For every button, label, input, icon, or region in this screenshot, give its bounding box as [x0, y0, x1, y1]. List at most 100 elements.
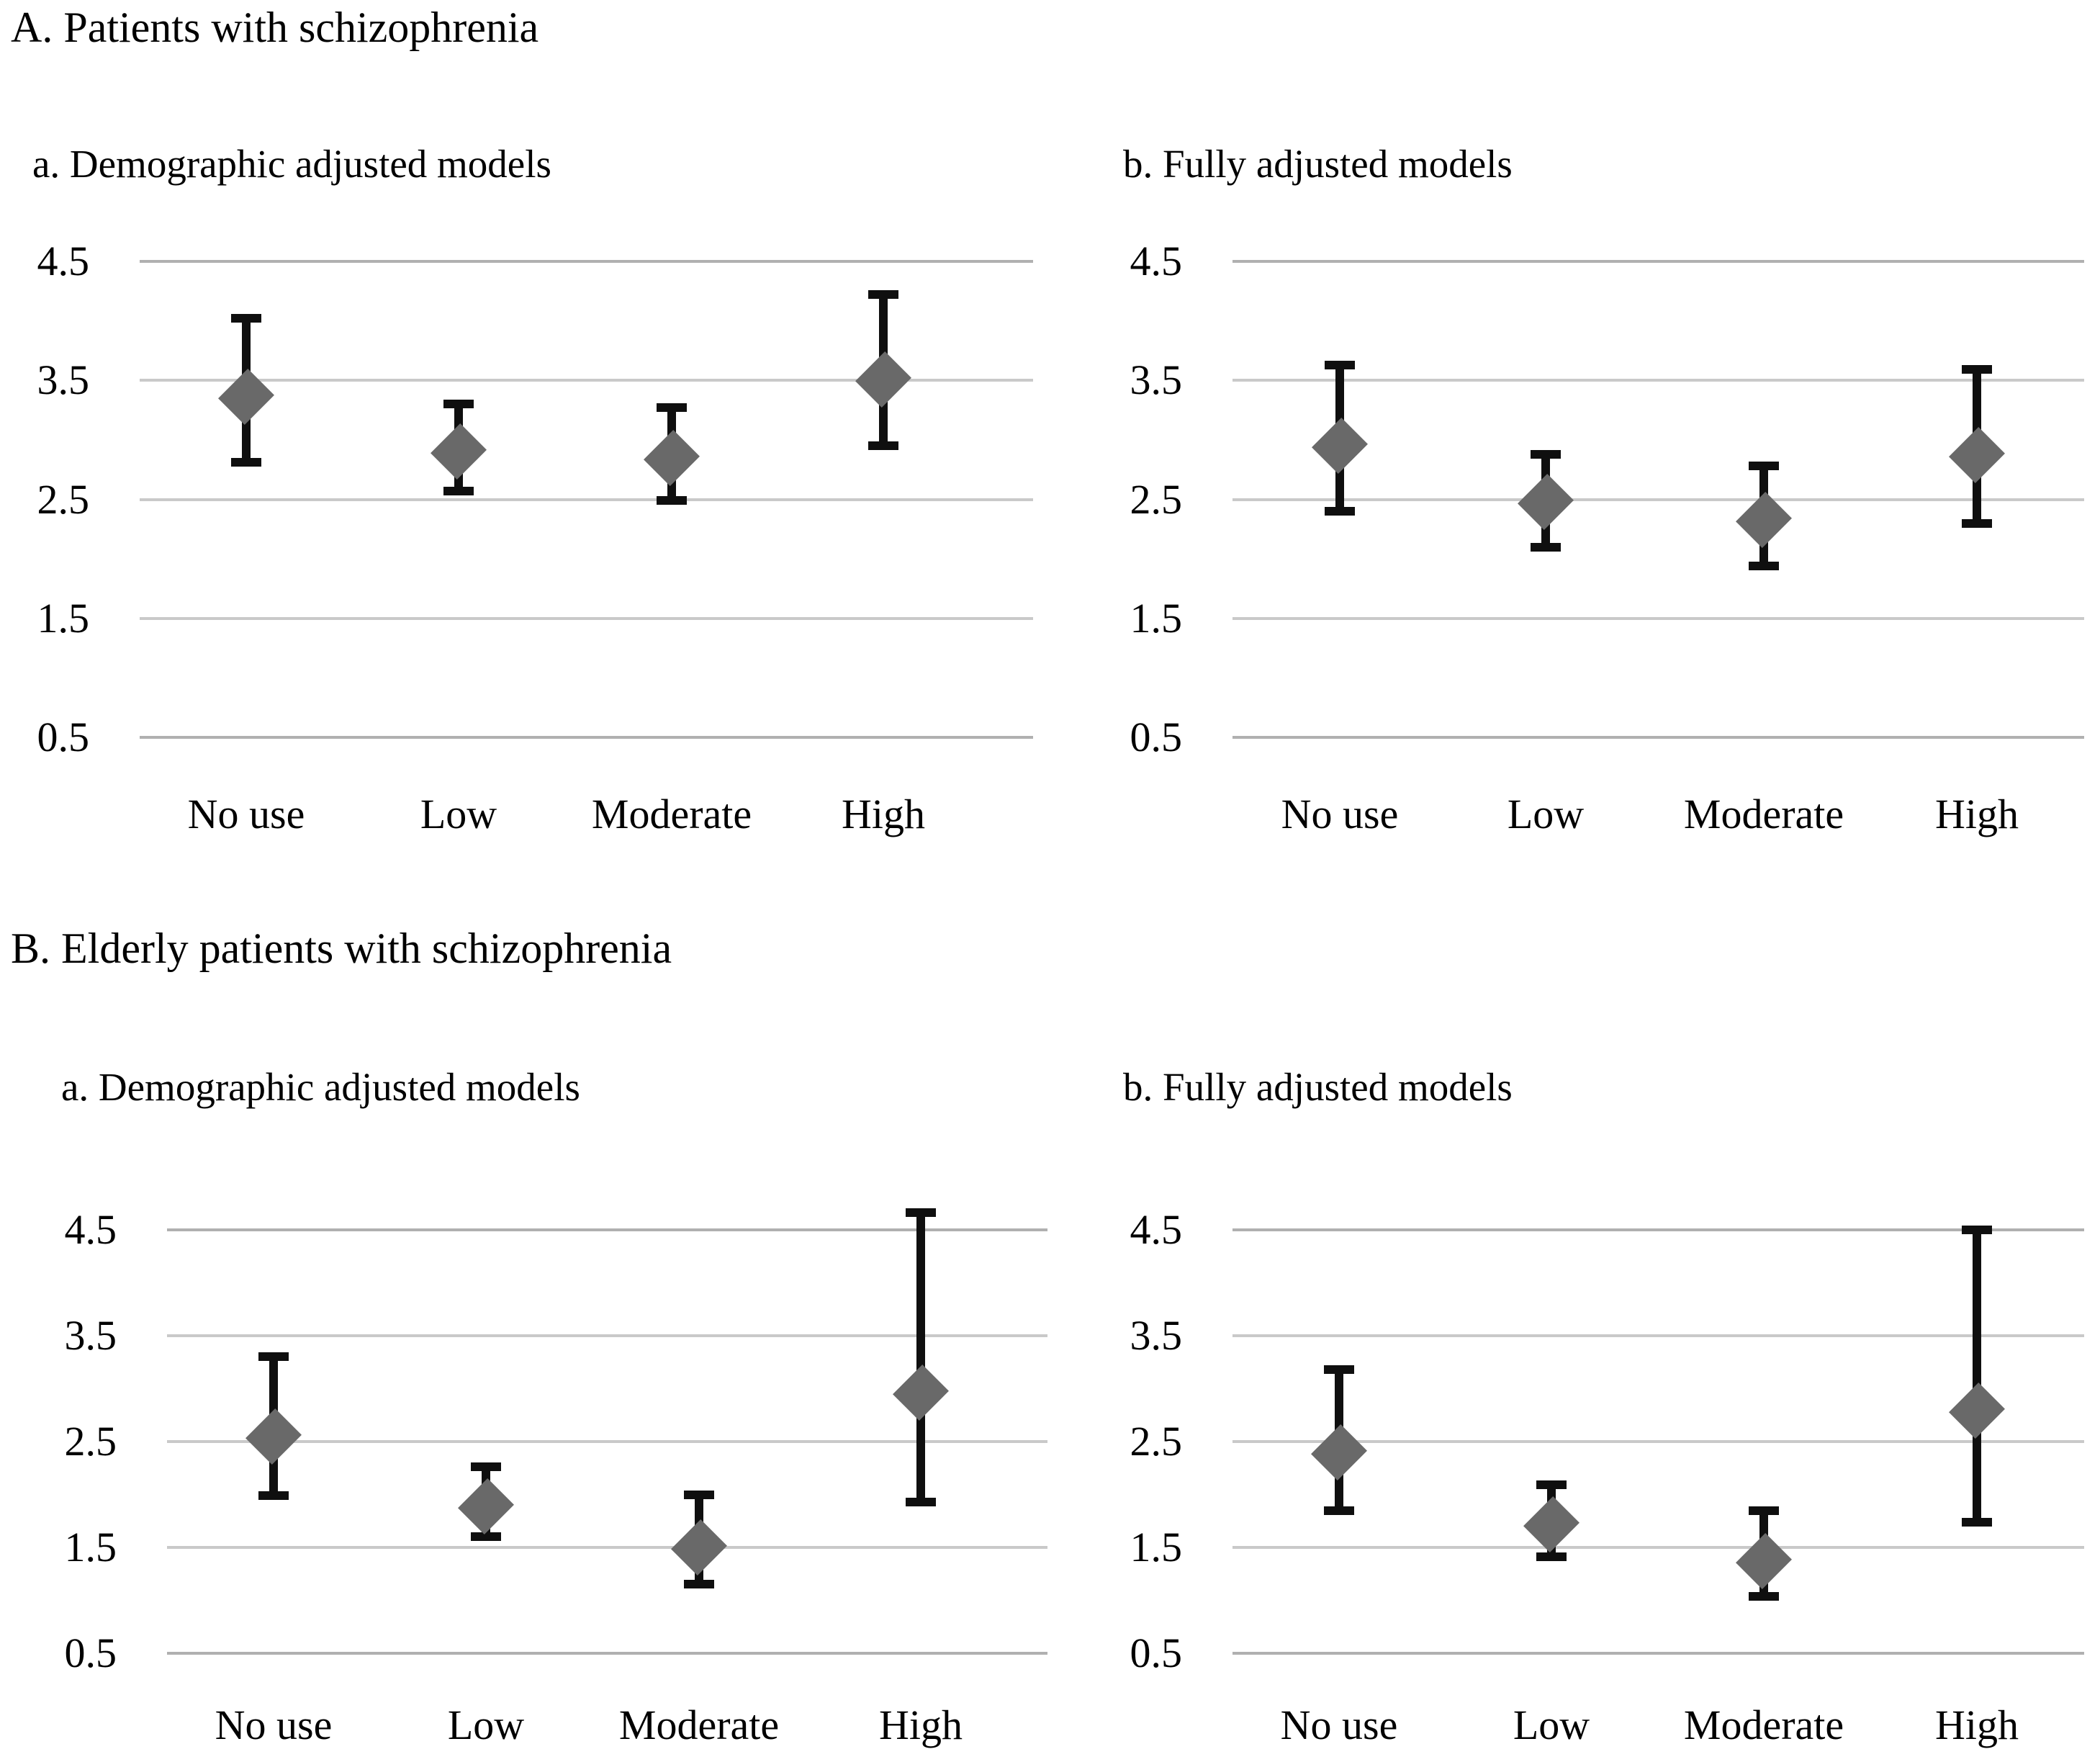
error-bar-cap-upper — [1962, 365, 1992, 374]
y-axis-tick-label: 3.5 — [64, 1312, 117, 1359]
x-axis-category-label: No use — [187, 791, 305, 837]
y-axis-tick-label: 4.5 — [64, 1206, 117, 1253]
error-bar-cap-upper — [868, 290, 898, 300]
gridline-1.5 — [1232, 616, 2084, 620]
gridline-2.5 — [167, 1440, 1047, 1443]
x-axis-category-label: High — [1935, 1702, 2019, 1748]
data-point-diamond — [1311, 1424, 1367, 1480]
error-bar-cap-lower — [471, 1532, 501, 1542]
error-bar-cap-lower — [443, 486, 474, 495]
x-axis-category-label: Low — [1507, 791, 1585, 837]
gridline-3.5 — [1232, 1334, 2084, 1337]
x-axis-category-label: No use — [1281, 791, 1399, 837]
panel-b-demographic-plot: 4.5 3.5 2.5 1.5 0.5 No use Low Moderate High — [65, 1208, 1047, 1748]
error-bar-cap-upper — [443, 400, 474, 409]
data-point-diamond — [1518, 473, 1574, 530]
y-axis-tick-label: 0.5 — [37, 714, 90, 760]
error-bar-cap-upper — [1749, 1506, 1779, 1515]
y-axis-tick-label: 0.5 — [64, 1630, 117, 1676]
error-bar-cap-upper — [657, 403, 687, 413]
error-bar-cap-lower — [906, 1497, 936, 1506]
gridline-0.5 — [140, 736, 1033, 739]
error-bar-cap-upper — [684, 1490, 714, 1499]
x-axis-category-label: No use — [1280, 1702, 1398, 1748]
panel-b-fully-adjusted-plot: 4.5 3.5 2.5 1.5 0.5 No use Low Moderate High — [1130, 1209, 2084, 1748]
y-axis-tick-label: 2.5 — [1130, 475, 1183, 523]
x-axis-category-label: Moderate — [1683, 791, 1844, 837]
y-axis-tick-label: 0.5 — [1130, 1630, 1183, 1676]
y-axis-tick-label: 1.5 — [1130, 1524, 1183, 1570]
gridline-4.5 — [1232, 1228, 2084, 1231]
x-axis-category-label: Moderate — [618, 1702, 780, 1748]
y-axis-tick-label: 1.5 — [37, 594, 90, 642]
x-axis-category-label: High — [842, 791, 925, 837]
data-point-diamond — [671, 1519, 727, 1576]
error-bar-cap-lower — [1536, 1552, 1567, 1562]
error-bar-cap-upper — [231, 314, 261, 323]
x-axis-category-label: High — [879, 1702, 963, 1748]
gridline-4.5 — [140, 260, 1033, 263]
x-axis-category-label: Low — [420, 791, 497, 837]
gridline-0.5 — [1232, 1652, 2084, 1655]
gridline-3.5 — [167, 1334, 1047, 1337]
gridline-3.5 — [1232, 379, 2084, 382]
data-point-diamond — [458, 1478, 514, 1534]
data-point-diamond — [644, 429, 700, 486]
data-point-diamond — [1949, 1383, 2005, 1439]
error-bar-cap-lower — [1531, 542, 1561, 552]
x-axis-category-label: Low — [447, 1702, 525, 1748]
gridline-2.5 — [1232, 1440, 2084, 1443]
data-point-diamond — [218, 369, 274, 426]
data-point-diamond — [1312, 418, 1368, 475]
gridline-2.5 — [140, 498, 1033, 501]
gridline-4.5 — [167, 1228, 1047, 1231]
y-axis-tick-label: 2.5 — [1130, 1418, 1183, 1465]
error-bar-cap-lower — [1324, 1506, 1354, 1515]
x-axis-category-label: Moderate — [591, 791, 752, 837]
data-point-diamond — [245, 1408, 302, 1465]
panel-a-fully-adjusted-plot: 4.5 3.5 2.5 1.5 0.5 No use Low Moderate High — [1130, 241, 2084, 837]
gridline-3.5 — [140, 379, 1033, 382]
error-bar-cap-lower — [1962, 1517, 1992, 1527]
error-bar-cap-lower — [684, 1580, 714, 1589]
panel-ba-title: a. Demographic adjusted models — [61, 1065, 580, 1109]
section-b-title: B. Elderly patients with schizophrenia — [11, 925, 672, 972]
y-axis-tick-label: 2.5 — [37, 475, 90, 523]
error-bar-cap-upper — [906, 1208, 936, 1218]
panel-ab-title: b. Fully adjusted models — [1123, 142, 1513, 186]
x-axis-category-label: Moderate — [1683, 1702, 1844, 1748]
data-point-diamond — [1523, 1496, 1579, 1552]
error-bar-stem — [916, 1213, 925, 1502]
error-bar-cap-upper — [1325, 360, 1355, 369]
gridline-4.5 — [1232, 260, 2084, 263]
panel-bb-title: b. Fully adjusted models — [1123, 1065, 1513, 1109]
y-axis-tick-label: 2.5 — [64, 1418, 117, 1465]
error-bar-cap-lower — [1749, 1591, 1779, 1601]
y-axis-tick-label: 4.5 — [1130, 1206, 1183, 1253]
error-bar-cap-lower — [657, 496, 687, 505]
error-bar-cap-lower — [258, 1491, 289, 1500]
y-axis-tick-label: 3.5 — [1130, 356, 1183, 404]
error-bar-cap-upper — [471, 1462, 501, 1472]
error-bar-cap-upper — [258, 1352, 289, 1362]
x-axis-category-label: Low — [1513, 1702, 1590, 1748]
y-axis-tick-label: 4.5 — [37, 238, 90, 284]
y-axis-tick-label: 0.5 — [1130, 714, 1183, 760]
data-point-diamond — [1736, 1533, 1792, 1590]
x-axis-category-label: High — [1935, 791, 2019, 837]
gridline-2.5 — [1232, 498, 2084, 501]
error-bar-cap-lower — [1749, 562, 1779, 571]
y-axis-tick-label: 3.5 — [1130, 1312, 1183, 1359]
gridline-0.5 — [167, 1652, 1047, 1655]
y-axis-tick-label: 1.5 — [64, 1524, 117, 1570]
data-point-diamond — [893, 1365, 949, 1421]
error-bar-cap-upper — [1324, 1365, 1354, 1375]
y-axis-tick-label: 4.5 — [1130, 238, 1183, 284]
error-bar-stem — [1973, 1230, 1981, 1522]
data-point-diamond — [1949, 427, 2005, 484]
data-point-diamond — [431, 423, 487, 480]
panel-aa-title: a. Demographic adjusted models — [32, 142, 551, 186]
y-axis-tick-label: 3.5 — [37, 356, 90, 404]
error-bar-cap-upper — [1962, 1226, 1992, 1234]
